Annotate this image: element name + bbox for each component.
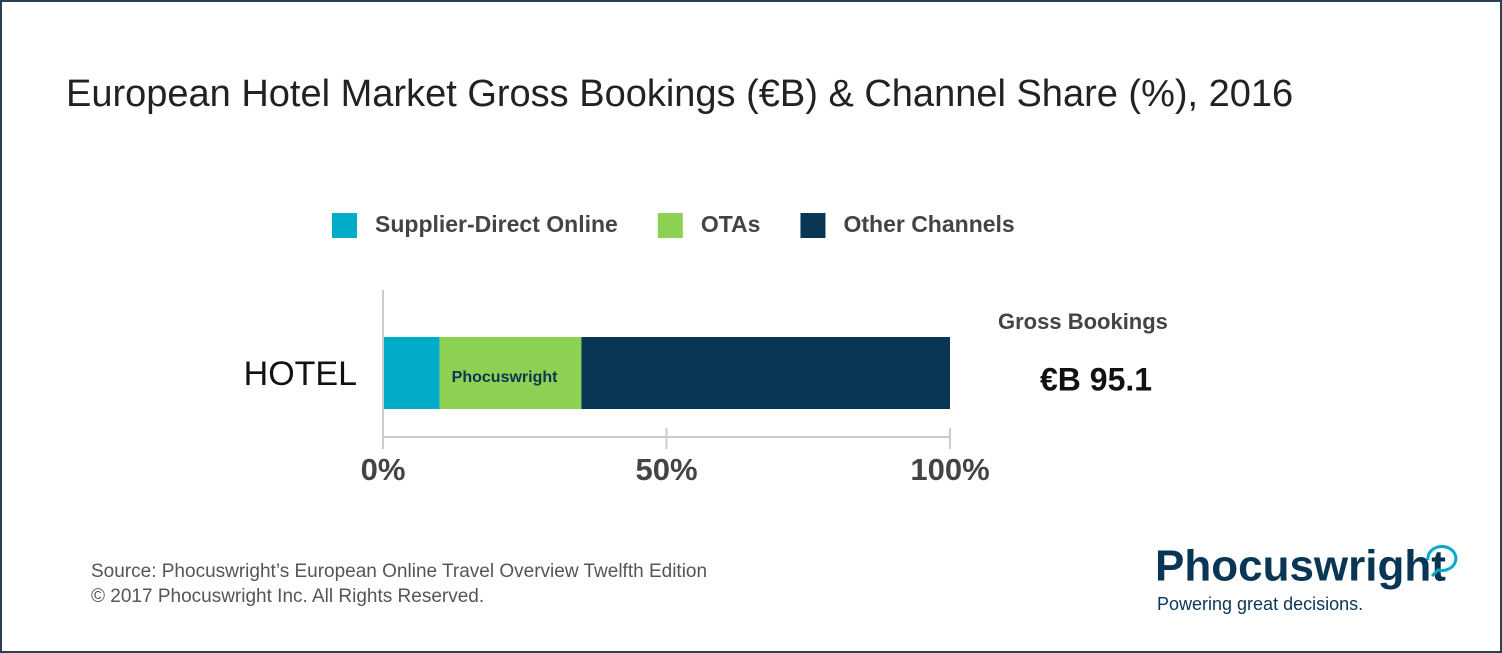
y-tick-label: HOTEL bbox=[244, 355, 357, 393]
legend-label: Other Channels bbox=[843, 211, 1014, 237]
source: Source: Phocuswright’s European Online T… bbox=[91, 561, 707, 582]
logo-name: Phocuswright bbox=[1155, 542, 1446, 591]
annotation: Gross Bookings bbox=[998, 309, 1168, 334]
legend-label: OTAs bbox=[701, 211, 761, 237]
bar bbox=[439, 337, 582, 409]
logo-icon bbox=[1426, 545, 1458, 578]
copyright: © 2017 Phocuswright Inc. All Rights Rese… bbox=[91, 586, 484, 607]
legend-label: Supplier-Direct Online bbox=[375, 211, 618, 237]
x-tick-label: 100% bbox=[910, 452, 989, 487]
logo-tagline: Powering great decisions. bbox=[1157, 594, 1363, 614]
bar bbox=[383, 337, 440, 409]
legend-swatch bbox=[657, 213, 683, 238]
legend-swatch bbox=[332, 213, 357, 238]
bar bbox=[581, 337, 950, 409]
annotation: €B 95.1 bbox=[1040, 361, 1152, 397]
legend-swatch bbox=[800, 213, 826, 238]
x-tick-label: 0% bbox=[361, 452, 406, 487]
bar-watermark: Phocuswright bbox=[452, 369, 558, 386]
x-tick-label: 50% bbox=[635, 452, 697, 487]
chart-title: European Hotel Market Gross Bookings (€B… bbox=[66, 73, 1293, 115]
